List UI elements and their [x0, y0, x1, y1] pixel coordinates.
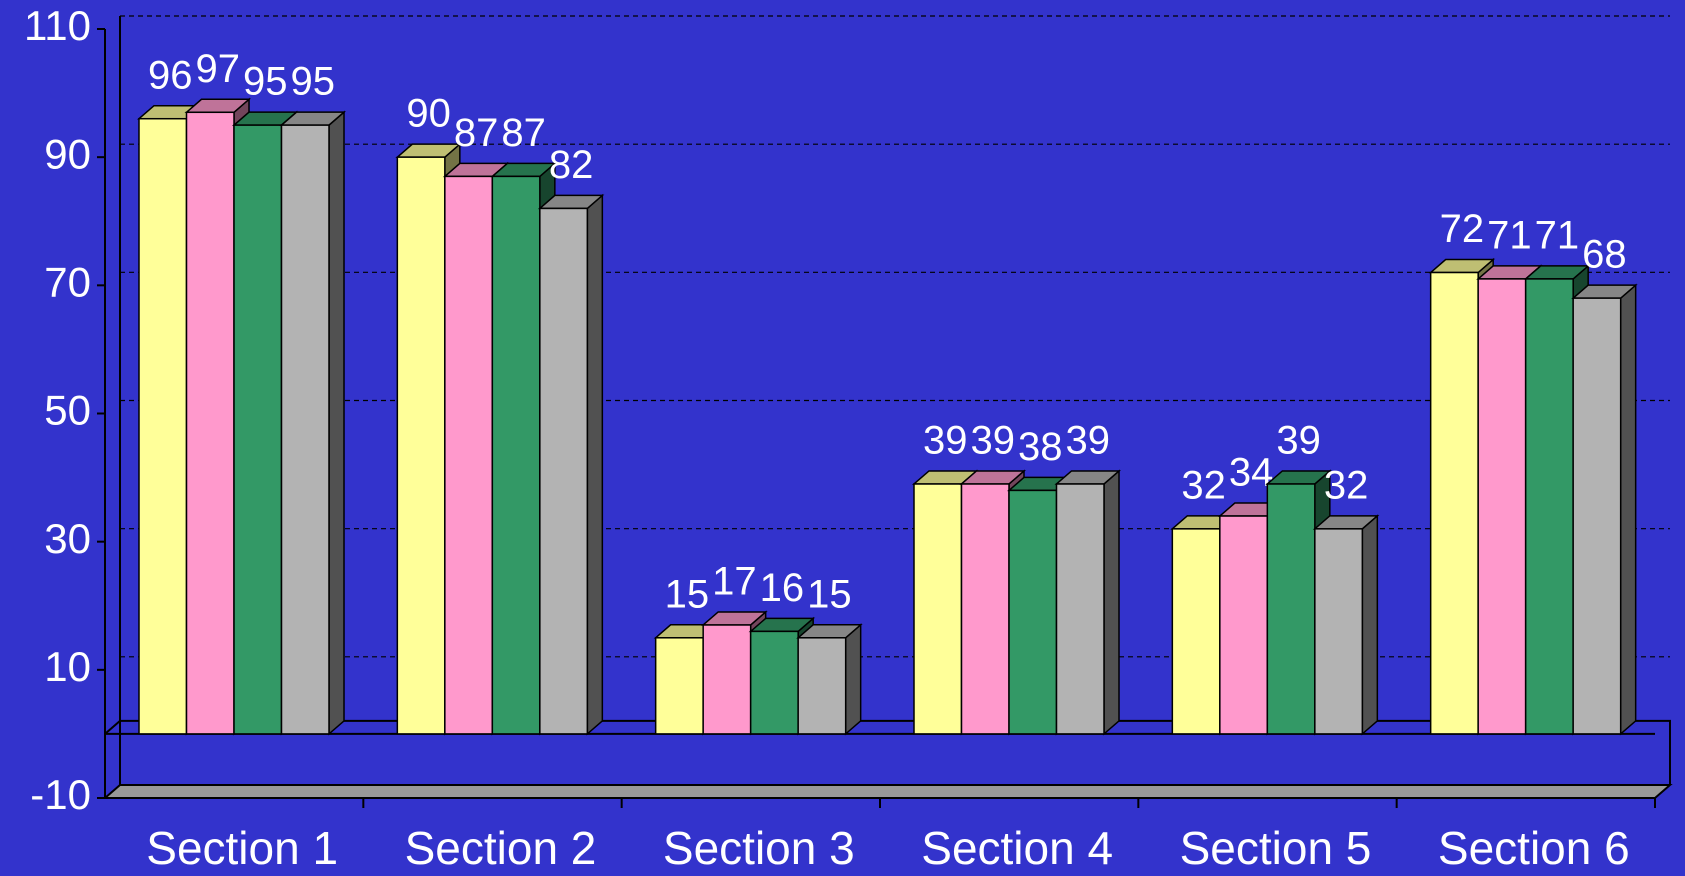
bar: [797, 637, 847, 735]
data-label: 39: [1066, 419, 1111, 463]
data-label: 97: [196, 47, 241, 91]
x-tick-label: Section 6: [1438, 822, 1630, 874]
x-tick-label: Section 2: [405, 822, 597, 874]
data-label: 32: [1181, 463, 1226, 507]
data-label: 15: [665, 572, 710, 616]
x-tick-label: Section 4: [921, 822, 1113, 874]
data-label: 71: [1487, 213, 1532, 257]
bar-side: [328, 110, 345, 736]
y-tick-label: -10: [30, 771, 91, 818]
y-tick-label: 90: [44, 130, 91, 177]
data-label: 87: [501, 111, 546, 155]
data-label: 15: [807, 572, 852, 616]
bar: [1219, 515, 1269, 735]
data-label: 95: [243, 60, 288, 104]
bar-side: [844, 623, 862, 736]
bar: [913, 483, 963, 735]
bar: [1008, 489, 1058, 735]
bar: [1171, 528, 1221, 735]
data-label: 95: [291, 60, 336, 104]
data-label: 38: [1018, 425, 1063, 469]
bar: [1524, 278, 1574, 735]
bar: [654, 637, 704, 735]
data-label: 71: [1535, 213, 1580, 257]
bar-side: [1103, 469, 1120, 736]
bar-side: [1361, 514, 1379, 736]
bar: [444, 175, 494, 735]
bar: [749, 630, 799, 735]
data-label: 34: [1229, 451, 1274, 495]
x-tick-label: Section 5: [1180, 822, 1372, 874]
zero-plane: [104, 719, 1671, 785]
bar: [138, 117, 188, 735]
y-tick-label: 30: [44, 515, 91, 562]
bar: [960, 483, 1010, 735]
data-label: 96: [148, 53, 193, 97]
x-tick-label: Section 3: [663, 822, 855, 874]
bar-side: [1619, 283, 1637, 736]
bar: [1572, 297, 1622, 735]
y-tick-label: 70: [44, 258, 91, 305]
data-label: 39: [1276, 419, 1321, 463]
y-tick-label: 10: [44, 643, 91, 690]
data-label: 72: [1440, 207, 1485, 251]
data-label: 16: [760, 566, 805, 610]
bar: [233, 124, 283, 735]
data-label: 39: [923, 419, 968, 463]
data-label: 82: [549, 143, 594, 187]
bar: [1477, 278, 1527, 735]
bar: [280, 124, 330, 735]
data-label: 39: [971, 419, 1016, 463]
bar-side: [586, 193, 604, 736]
bar: [1429, 271, 1479, 735]
bar: [491, 175, 541, 735]
x-tick-label: Section 1: [146, 822, 338, 874]
bar: [1266, 483, 1316, 735]
floor: [102, 784, 1673, 799]
data-label: 32: [1324, 463, 1369, 507]
y-tick-label: 110: [24, 2, 91, 49]
data-label: 87: [454, 111, 499, 155]
y-tick-label: 50: [44, 387, 91, 434]
bar: [1314, 528, 1364, 735]
bar: [185, 111, 235, 735]
bar: [396, 156, 446, 735]
bar: [702, 624, 752, 735]
data-label: 68: [1582, 233, 1627, 277]
data-label: 90: [406, 92, 451, 136]
bar: [1055, 483, 1105, 735]
data-label: 17: [712, 560, 757, 604]
bar: [539, 207, 589, 735]
